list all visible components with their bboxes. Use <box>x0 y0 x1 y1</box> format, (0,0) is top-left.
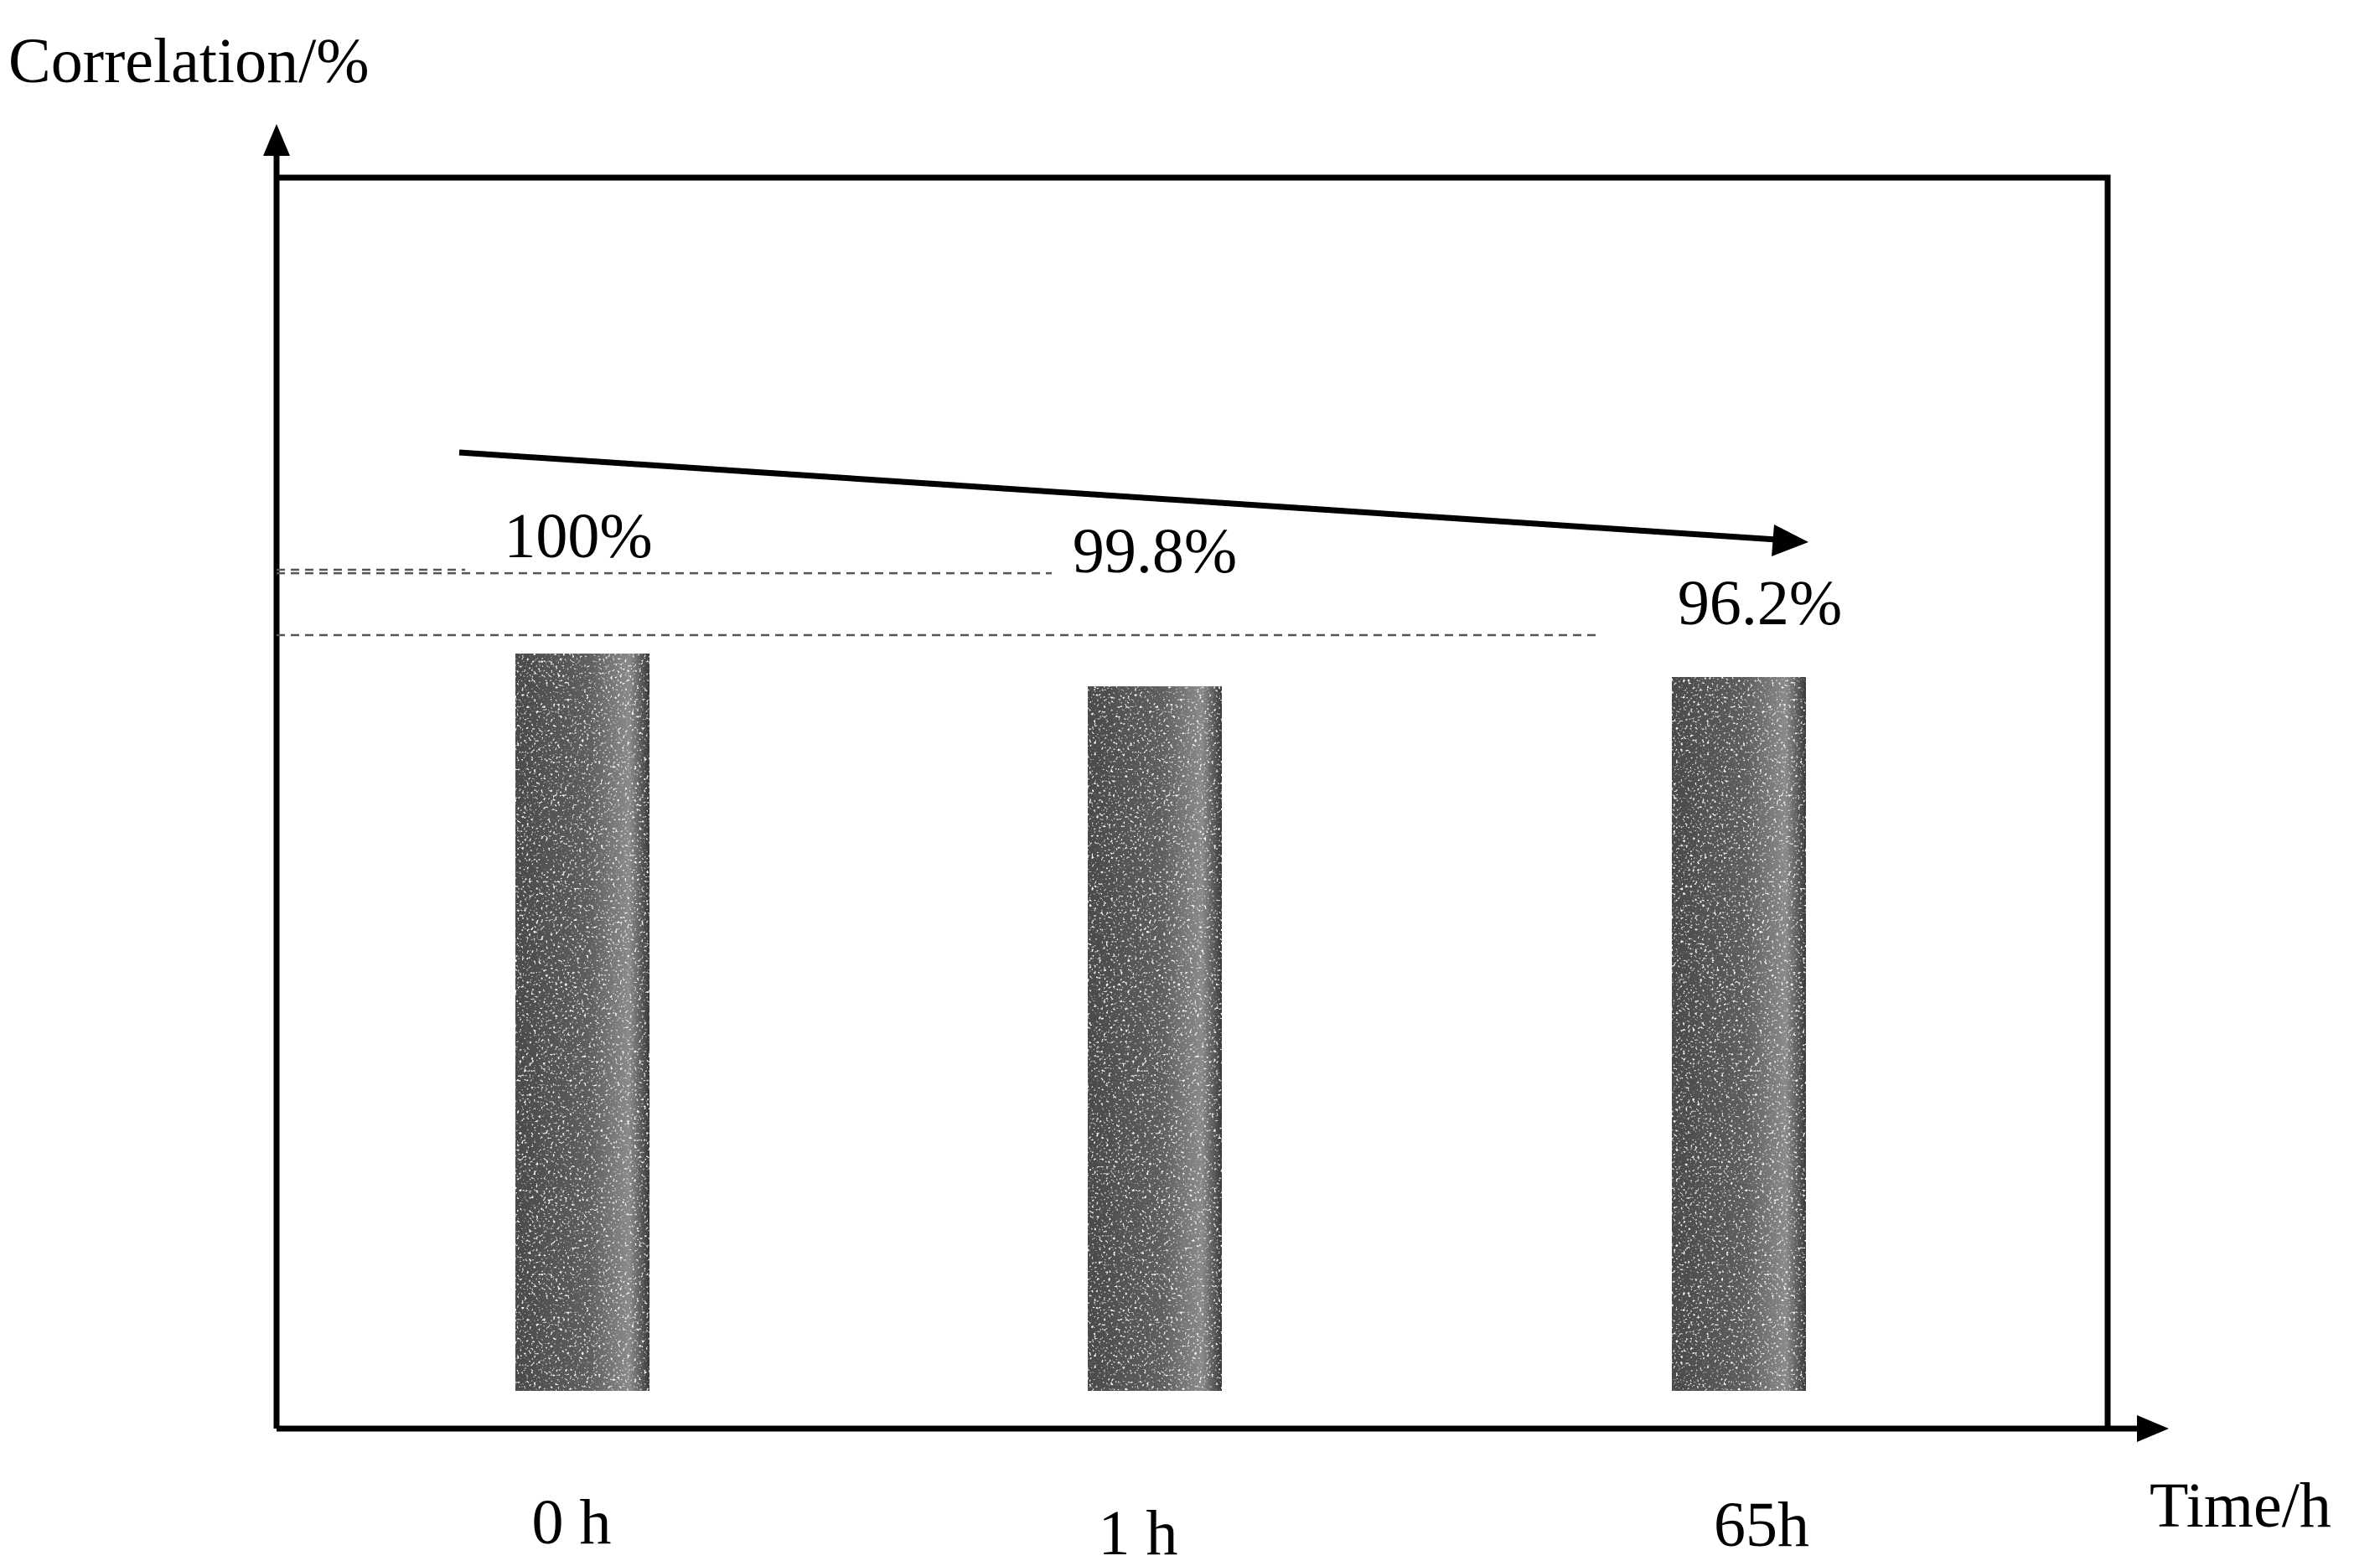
trend-arrow-head <box>1772 525 1808 556</box>
category-label: 1 h <box>1099 1498 1178 1566</box>
category-label: 0 h <box>532 1487 612 1558</box>
x-axis-title: Time/h <box>2150 1470 2331 1541</box>
value-label: 100% <box>504 501 652 571</box>
y-axis-arrow <box>263 124 290 156</box>
category-label: 65h <box>1714 1490 1809 1560</box>
value-label: 99.8% <box>1073 516 1237 587</box>
y-axis-title: Correlation/% <box>8 26 370 96</box>
bar <box>515 654 649 1391</box>
bar <box>1672 677 1806 1391</box>
trend-arrow <box>458 449 1777 543</box>
bar <box>1088 686 1222 1391</box>
x-axis-arrow <box>2137 1415 2169 1442</box>
plot-frame <box>277 174 2111 1429</box>
value-label: 96.2% <box>1678 568 1842 638</box>
